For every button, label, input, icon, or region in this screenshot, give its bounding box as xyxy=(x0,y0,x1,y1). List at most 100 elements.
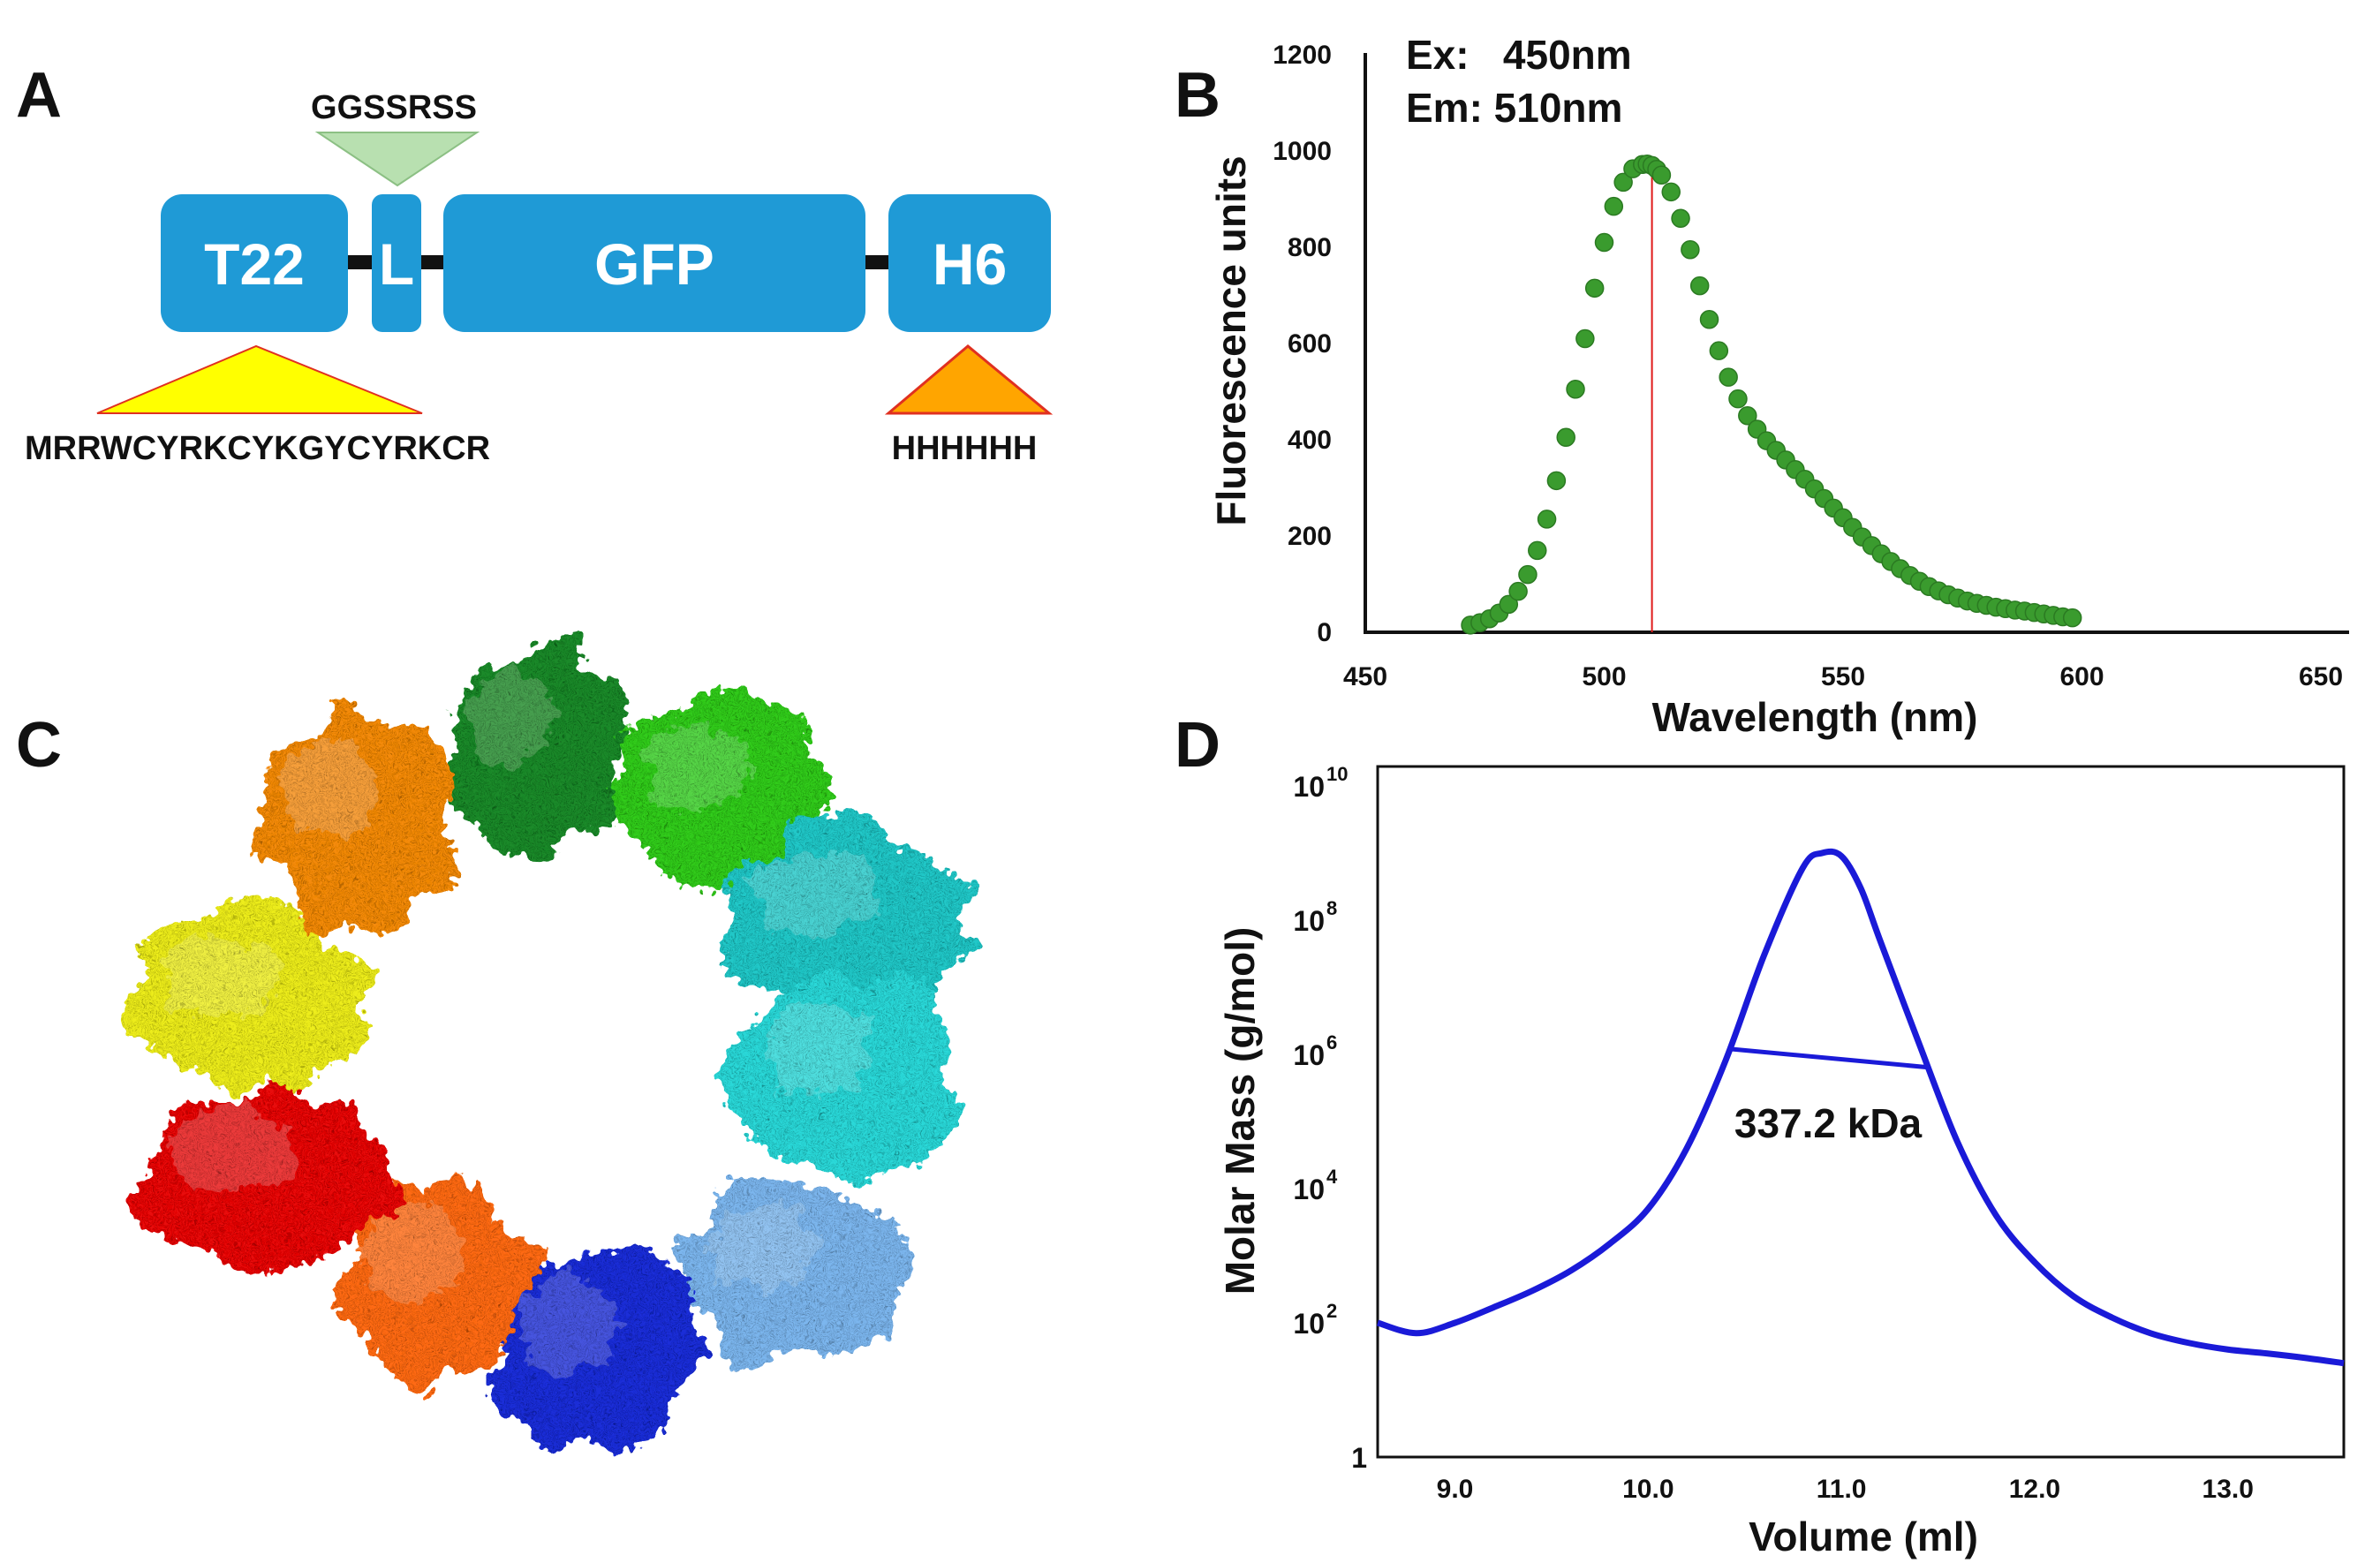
d-y-tick-label: 10 xyxy=(1293,1308,1325,1340)
d-y-tick-exponent: 10 xyxy=(1326,763,1348,785)
spectrum-point xyxy=(2062,608,2082,628)
d-y-tick-exponent: 6 xyxy=(1326,1031,1337,1053)
t22-sequence: MRRWCYRKCYKGYCYRKCR xyxy=(25,430,490,467)
d-x-tick-label: 12.0 xyxy=(2009,1475,2060,1504)
d-x-tick-labels: 9.0 10.0 11.0 12.0 13.0 xyxy=(1437,1475,2254,1504)
spectrum-point xyxy=(1508,581,1528,601)
protein-subunit xyxy=(480,1242,708,1456)
domain-t22-label: T22 xyxy=(204,231,305,297)
d-y-tick-exponent: 2 xyxy=(1326,1300,1337,1322)
panel-a: A GGSSRSS T22 L GFP H6 MRRWCYRKCYKGYCYRK… xyxy=(16,60,1054,467)
d-x-axis-title: Volume (ml) xyxy=(1749,1514,1978,1559)
b-x-tick-label: 550 xyxy=(1821,662,1865,691)
spectrum-point xyxy=(1719,367,1738,387)
protein-subunit xyxy=(673,1174,914,1373)
d-x-tick-label: 9.0 xyxy=(1437,1475,1474,1504)
t22-triangle xyxy=(96,344,423,414)
d-y-axis-title: Molar Mass (g/mol) xyxy=(1217,927,1263,1295)
spectrum-point xyxy=(1518,564,1538,585)
d-y-tick-label: 10 xyxy=(1293,905,1325,937)
protein-ring xyxy=(122,634,981,1456)
linker-sequence: GGSSRSS xyxy=(311,89,477,126)
d-x-tick-label: 10.0 xyxy=(1622,1475,1674,1504)
emission-label: Em: 510nm xyxy=(1406,85,1622,131)
panel-b: B Ex: 450nm Em: 510nm 0 200 400 600 800 1000 1… xyxy=(1175,32,2349,740)
spectrum-points xyxy=(1461,154,2082,635)
d-y-tick-exponent: 4 xyxy=(1326,1166,1338,1188)
spectrum-point xyxy=(1709,341,1729,360)
molar-mass-curve xyxy=(1376,848,2345,1367)
spectrum-point xyxy=(1661,182,1681,202)
domain-l xyxy=(372,194,421,332)
b-x-tick-label: 500 xyxy=(1582,662,1626,691)
protein-subunit xyxy=(723,811,981,1029)
b-y-tick-label: 600 xyxy=(1288,329,1332,359)
b-y-tick-label: 1000 xyxy=(1273,137,1332,166)
spectrum-point xyxy=(1681,239,1700,260)
domain-t22 xyxy=(161,194,348,332)
panel-a-letter: A xyxy=(16,60,62,131)
protein-subunit xyxy=(122,897,382,1096)
b-y-axis-title: Fluorescence units xyxy=(1208,155,1254,525)
spectrum-point xyxy=(1604,196,1624,216)
d-y-tick-label: 1 xyxy=(1351,1442,1367,1474)
b-y-tick-label: 200 xyxy=(1288,522,1332,551)
protein-subunit xyxy=(250,697,457,938)
spectrum-point xyxy=(1738,406,1757,426)
h6-triangle xyxy=(884,344,1054,415)
excitation-label: Ex: 450nm xyxy=(1406,32,1632,78)
d-y-tick-label: 10 xyxy=(1293,1039,1325,1071)
b-x-tick-labels: 450 500 550 600 650 xyxy=(1343,662,2343,691)
b-y-tick-label: 1200 xyxy=(1273,41,1332,70)
protein-subunit xyxy=(719,967,964,1184)
domain-h6-label: H6 xyxy=(933,231,1007,297)
spectrum-point xyxy=(1546,471,1567,491)
spectrum-point xyxy=(1575,328,1595,349)
spectrum-point xyxy=(1613,172,1633,193)
mass-annotation: 337.2 kDa xyxy=(1734,1100,1923,1146)
b-y-tick-labels: 0 200 400 600 800 1000 1200 xyxy=(1273,41,1332,647)
spectrum-point xyxy=(1689,276,1710,296)
domain-gfp-label: GFP xyxy=(594,231,714,297)
b-x-tick-label: 600 xyxy=(2059,662,2104,691)
spectrum-point xyxy=(1566,380,1585,399)
d-y-tick-label: 10 xyxy=(1293,771,1325,803)
spectrum-point xyxy=(1671,208,1690,229)
protein-subunit xyxy=(128,1076,406,1273)
panel-c: C xyxy=(16,634,981,1456)
domain-l-label: L xyxy=(379,231,414,297)
protein-subunit xyxy=(609,687,833,892)
h6-sequence: HHHHHH xyxy=(892,430,1038,467)
b-y-tick-label: 400 xyxy=(1288,426,1332,455)
d-plot-frame xyxy=(1376,765,2346,1459)
d-x-tick-label: 11.0 xyxy=(1817,1475,1867,1504)
spectrum-point xyxy=(1594,232,1614,253)
spectrum-point xyxy=(1499,594,1519,615)
spectrum-point xyxy=(1584,278,1605,298)
d-x-tick-label: 13.0 xyxy=(2202,1475,2254,1504)
d-y-tick-exponent: 8 xyxy=(1326,897,1337,919)
mass-segment xyxy=(1731,1046,1929,1070)
protein-subunit xyxy=(333,1175,544,1397)
b-x-axis-title: Wavelength (nm) xyxy=(1652,694,1978,740)
domain-h6 xyxy=(888,194,1051,332)
panel-c-letter: C xyxy=(16,710,62,781)
b-x-tick-label: 450 xyxy=(1343,662,1387,691)
domain-gfp xyxy=(443,194,865,332)
protein-subunit xyxy=(445,634,627,865)
linker-triangle xyxy=(314,132,480,187)
d-y-tick-label: 10 xyxy=(1293,1174,1325,1205)
spectrum-point xyxy=(1537,510,1557,529)
b-y-tick-label: 0 xyxy=(1317,618,1332,647)
spectrum-point xyxy=(1699,310,1719,329)
b-x-tick-label: 650 xyxy=(2299,662,2343,691)
b-y-tick-label: 800 xyxy=(1288,233,1332,262)
spectrum-point xyxy=(1528,540,1547,561)
spectrum-point xyxy=(1728,389,1748,409)
spectrum-point xyxy=(1651,165,1672,185)
panel-d-letter: D xyxy=(1175,710,1220,781)
spectrum-point xyxy=(1556,427,1575,448)
